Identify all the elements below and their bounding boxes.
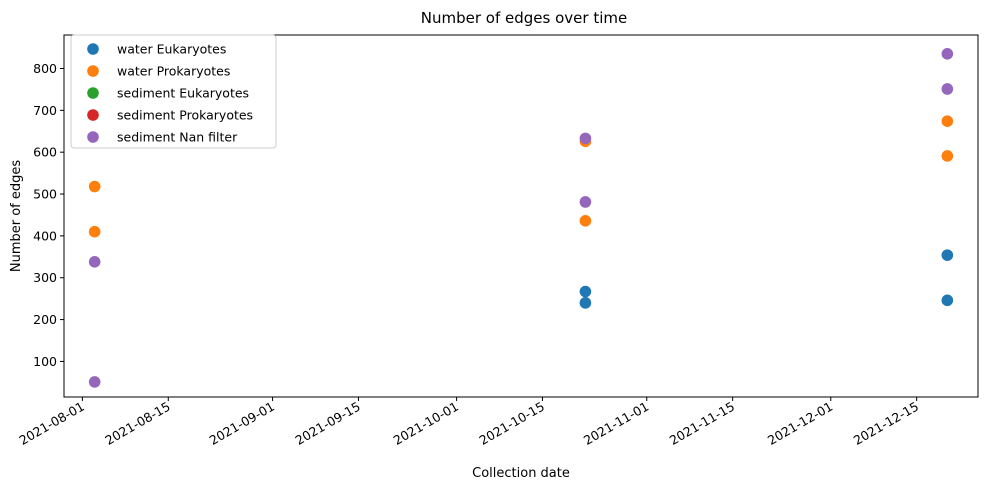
data-point xyxy=(941,249,954,261)
y-axis: 100 200 300 400 500 600 700 800 xyxy=(33,61,64,369)
legend-marker xyxy=(87,87,99,99)
legend-box xyxy=(70,34,277,149)
x-tick-label: 2021-10-15 xyxy=(477,399,547,448)
x-tick-label: 2021-11-15 xyxy=(667,399,737,448)
legend-marker xyxy=(87,43,99,55)
x-tick-label: 2021-10-01 xyxy=(391,399,461,448)
y-tick-label: 300 xyxy=(33,270,57,285)
chart-title: Number of edges over time xyxy=(421,9,627,27)
data-point xyxy=(579,132,592,145)
data-point xyxy=(579,285,592,298)
legend-label: sediment Nan filter xyxy=(117,130,238,145)
data-point xyxy=(88,376,101,388)
data-point xyxy=(88,225,101,238)
data-point xyxy=(88,180,101,193)
data-point xyxy=(941,294,954,307)
x-tick-label: 2021-09-15 xyxy=(293,399,363,448)
legend: water Eukaryotes water Prokaryotes sedimen… xyxy=(70,34,277,149)
x-tick-label: 2021-08-01 xyxy=(16,399,86,448)
x-axis: 2021-08-01 2021-08-15 2021-09-01 2021-09-15… xyxy=(16,397,921,448)
data-point xyxy=(579,215,592,227)
x-axis-label: Collection date xyxy=(472,466,570,481)
data-point xyxy=(941,115,954,128)
plot-area xyxy=(63,34,979,398)
x-tick-label: 2021-08-15 xyxy=(102,399,172,448)
x-tick-label: 2021-12-01 xyxy=(765,399,835,448)
data-point xyxy=(941,48,954,60)
y-tick-label: 500 xyxy=(33,187,57,202)
x-tick-label: 2021-09-01 xyxy=(207,399,277,448)
legend-marker xyxy=(87,65,99,77)
data-point xyxy=(579,196,592,208)
legend-label: sediment Eukaryotes xyxy=(117,86,249,101)
data-point xyxy=(579,297,592,309)
x-tick-label: 2021-12-15 xyxy=(851,399,921,448)
y-tick-label: 400 xyxy=(33,228,57,243)
data-points xyxy=(88,48,954,388)
y-tick-label: 100 xyxy=(33,354,57,369)
y-tick-label: 800 xyxy=(33,61,57,76)
y-axis-label: Number of edges xyxy=(9,160,24,273)
legend-marker xyxy=(87,109,99,121)
data-point xyxy=(941,150,954,162)
legend-label: sediment Prokaryotes xyxy=(117,108,253,123)
legend-label: water Prokaryotes xyxy=(117,64,230,79)
legend-label: water Eukaryotes xyxy=(117,42,226,57)
y-tick-label: 600 xyxy=(33,145,57,160)
x-tick-label: 2021-11-01 xyxy=(581,399,651,448)
legend-marker xyxy=(87,131,99,143)
data-point xyxy=(88,256,101,268)
y-tick-label: 700 xyxy=(33,103,57,118)
y-tick-label: 200 xyxy=(33,312,57,327)
data-point xyxy=(941,83,954,95)
